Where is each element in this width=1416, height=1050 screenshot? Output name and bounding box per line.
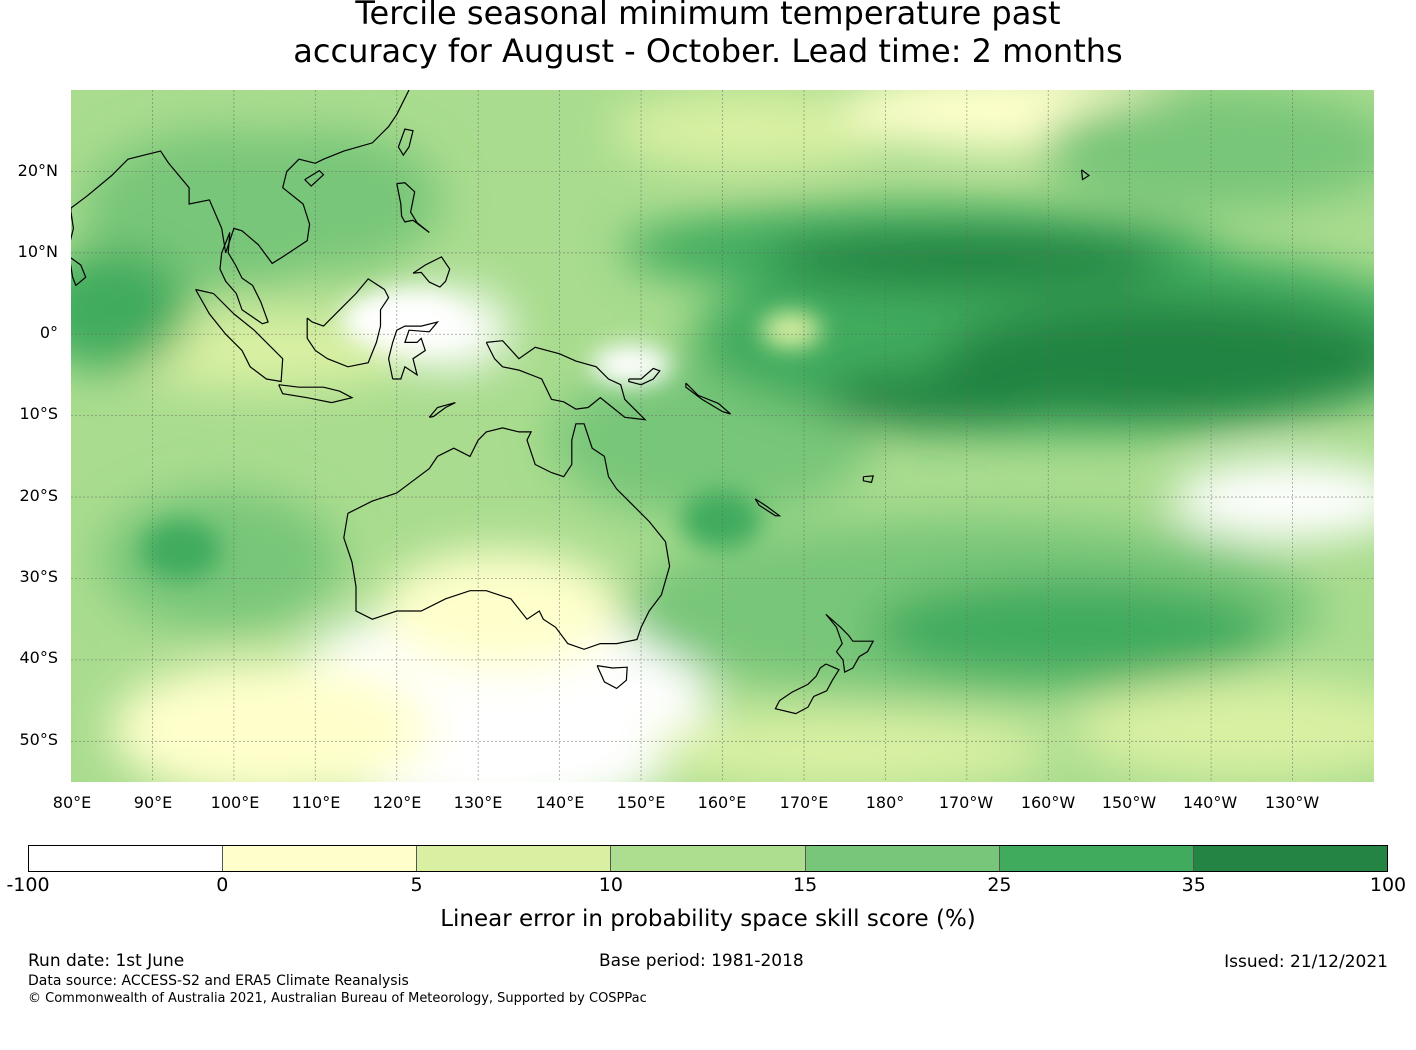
base-period: Base period: 1981-2018 — [599, 951, 804, 971]
colorbar-segment — [29, 846, 224, 871]
colorbar-segment — [611, 846, 806, 871]
malay-peninsula-coastline — [219, 232, 269, 325]
lat-label-50s: 50°S — [19, 730, 58, 749]
lon-label-130w: 130°W — [1264, 793, 1320, 812]
copyright: © Commonwealth of Australia 2021, Austra… — [28, 991, 647, 1006]
lat-label-30s: 30°S — [19, 567, 58, 586]
lon-label-130e: 130°E — [453, 793, 503, 812]
skill-score-map — [71, 90, 1374, 782]
taiwan-coastline — [397, 128, 414, 157]
new-zealand-south-coastline — [774, 663, 840, 715]
philippines-luzon-coastline — [396, 182, 430, 233]
lon-label-150w: 150°W — [1101, 793, 1157, 812]
solomon-islands-coastline — [685, 382, 731, 415]
borneo-coastline — [306, 278, 390, 368]
map-canvas — [71, 90, 1374, 782]
lon-label-80e: 80°E — [52, 793, 92, 812]
lon-label-180: 180° — [865, 793, 905, 812]
lat-label-40s: 40°S — [19, 648, 58, 667]
lon-label-170w: 170°W — [938, 793, 994, 812]
hawaii-coastline — [1081, 169, 1091, 181]
run-date: Run date: 1st June — [28, 951, 185, 971]
colorbar-tick-label: -100 — [6, 874, 50, 896]
lon-label-170e: 170°E — [779, 793, 829, 812]
lon-label-120e: 120°E — [372, 793, 422, 812]
australia-coastline — [343, 423, 671, 650]
map-title-line2: accuracy for August - October. Lead time… — [293, 32, 1123, 70]
colorbar-tick-label: 15 — [793, 874, 818, 896]
colorbar-tick-label: 35 — [1181, 874, 1206, 896]
sumatra-coastline — [195, 288, 284, 383]
timor-coastline — [428, 402, 456, 418]
lat-label-0: 0° — [39, 323, 58, 342]
lat-label-20n: 20°N — [17, 161, 58, 180]
lon-label-140w: 140°W — [1182, 793, 1238, 812]
colorbar-label: Linear error in probability space skill … — [440, 906, 976, 932]
lon-label-110e: 110°E — [291, 793, 341, 812]
colorbar-segment — [417, 846, 612, 871]
lon-label-150e: 150°E — [616, 793, 666, 812]
colorbar-segment — [999, 846, 1194, 871]
colorbar-segment — [223, 846, 418, 871]
new-zealand-north-coastline — [825, 613, 875, 674]
india-coastline — [71, 150, 170, 241]
lat-label-20s: 20°S — [19, 486, 58, 505]
lon-label-90e: 90°E — [133, 793, 173, 812]
colorbar — [28, 845, 1388, 872]
sulawesi-coastline — [387, 320, 440, 380]
issued-date: Issued: 21/12/2021 — [1224, 952, 1388, 972]
colorbar-segment — [1193, 846, 1387, 871]
colorbar-tick-label: 10 — [598, 874, 623, 896]
lat-label-10n: 10°N — [17, 242, 58, 261]
tasmania-coastline — [596, 665, 628, 690]
new-britain-coastline — [628, 367, 661, 386]
skill-score-field — [71, 90, 1374, 782]
lon-label-100e: 100°E — [210, 793, 260, 812]
coastlines — [71, 90, 1091, 715]
colorbar-tick-label: 100 — [1369, 874, 1407, 896]
map-title-line1: Tercile seasonal minimum temperature pas… — [355, 0, 1061, 32]
new-guinea-coastline — [485, 340, 647, 421]
lon-label-160e: 160°E — [697, 793, 747, 812]
colorbar-tick-label: 0 — [216, 874, 229, 896]
java-coastline — [278, 384, 354, 404]
colorbar-tick-label: 25 — [987, 874, 1012, 896]
lat-label-10s: 10°S — [19, 404, 58, 423]
data-source: Data source: ACCESS-S2 and ERA5 Climate … — [28, 973, 409, 989]
fiji-coastline — [862, 475, 874, 484]
philippines-mindanao-coastline — [412, 256, 451, 288]
indochina-coastline — [168, 90, 410, 265]
new-caledonia-coastline — [754, 498, 782, 517]
lon-label-160w: 160°W — [1020, 793, 1076, 812]
lon-label-140e: 140°E — [535, 793, 585, 812]
colorbar-tick-label: 5 — [410, 874, 423, 896]
colorbar-segment — [805, 846, 1000, 871]
hainan-coastline — [304, 169, 325, 187]
sri-lanka-coastline — [71, 257, 87, 287]
